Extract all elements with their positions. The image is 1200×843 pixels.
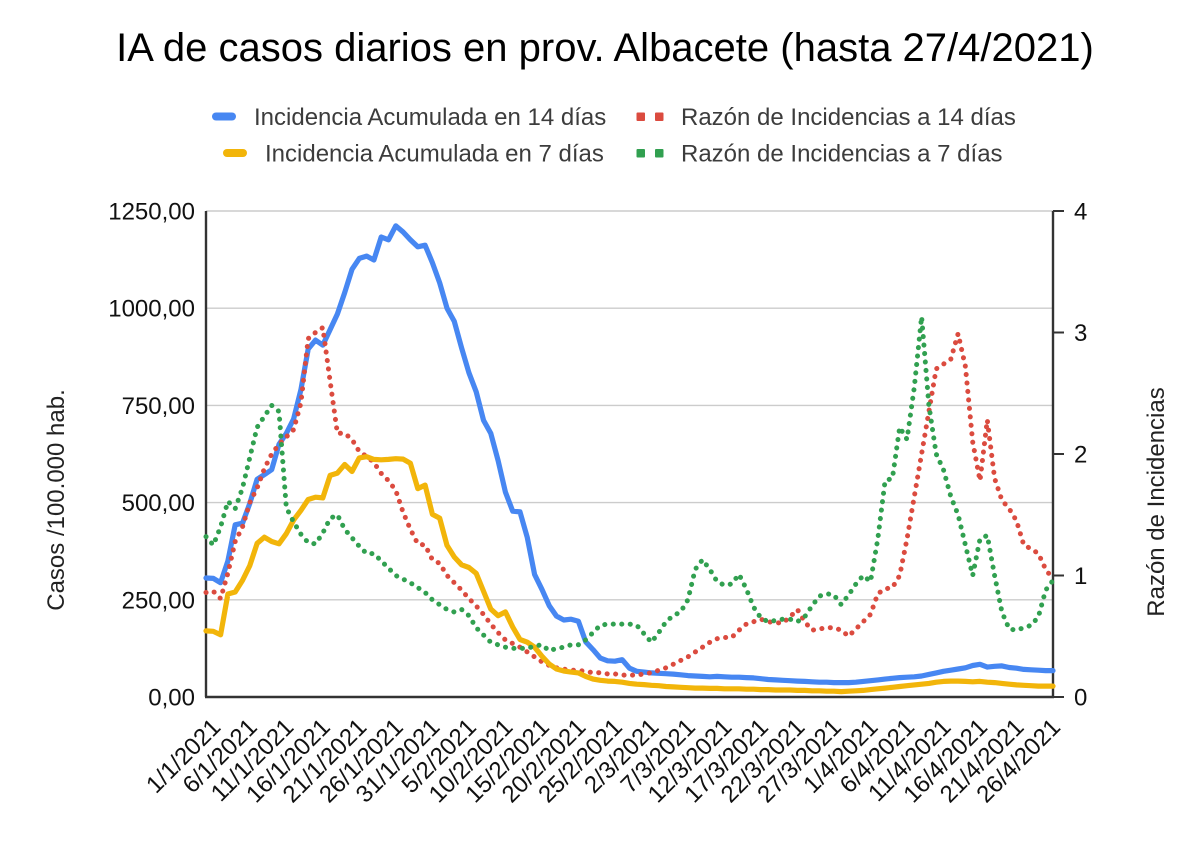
svg-text:250,00: 250,00	[122, 587, 195, 614]
svg-text:4: 4	[1074, 199, 1087, 226]
svg-text:0: 0	[1074, 685, 1087, 712]
svg-text:Incidencia Acumulada en 7 días: Incidencia Acumulada en 7 días	[265, 141, 604, 168]
svg-text:Razón de Incidencias a 7 días: Razón de Incidencias a 7 días	[681, 141, 1003, 168]
svg-text:500,00: 500,00	[122, 490, 195, 517]
svg-text:1: 1	[1074, 563, 1087, 590]
svg-text:750,00: 750,00	[122, 393, 195, 420]
svg-text:1000,00: 1000,00	[108, 296, 195, 323]
svg-text:1250,00: 1250,00	[108, 199, 195, 226]
svg-text:2: 2	[1074, 442, 1087, 469]
svg-text:Incidencia Acumulada en 14 día: Incidencia Acumulada en 14 días	[254, 104, 606, 131]
svg-text:0,00: 0,00	[148, 685, 195, 712]
svg-text:Razón de Incidencias a 14 días: Razón de Incidencias a 14 días	[681, 104, 1016, 131]
svg-text:Razón de Incidencias: Razón de Incidencias	[1143, 387, 1170, 616]
svg-text:IA de casos diarios en prov. A: IA de casos diarios en prov. Albacete (h…	[116, 26, 1094, 70]
svg-text:Casos /100.000 hab.: Casos /100.000 hab.	[43, 389, 70, 611]
svg-text:3: 3	[1074, 320, 1087, 347]
